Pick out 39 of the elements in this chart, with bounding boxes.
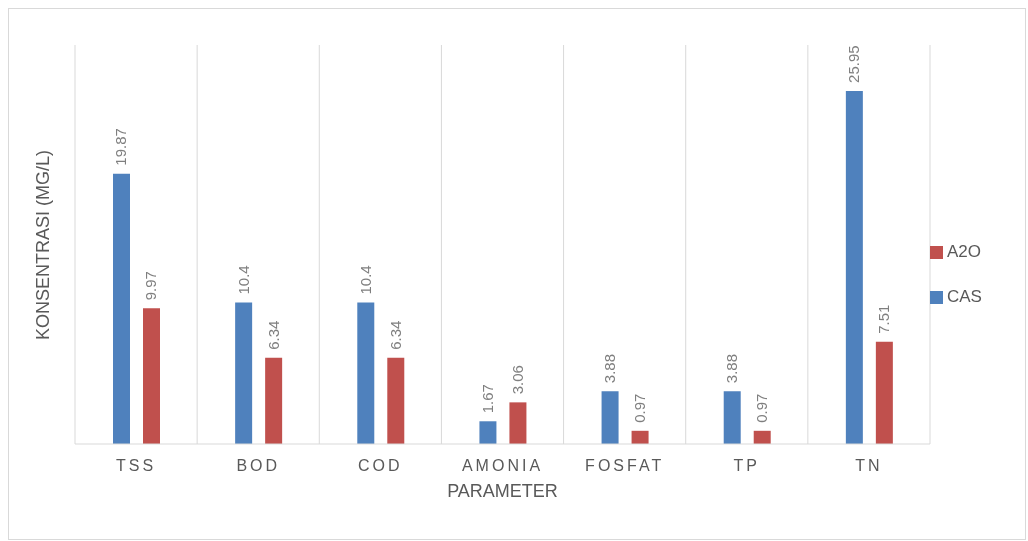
- x-tick-label: COD: [358, 457, 403, 475]
- bar: [357, 302, 375, 444]
- x-tick-label: TSS: [116, 457, 157, 475]
- data-label: 7.51: [875, 304, 893, 334]
- data-label: 10.4: [356, 265, 374, 295]
- bar: [753, 430, 771, 444]
- data-label: 0.97: [631, 393, 649, 423]
- bar: [723, 391, 741, 444]
- bar: [113, 173, 130, 444]
- bar: [479, 421, 497, 444]
- bar: [845, 90, 863, 444]
- data-label: 1.67: [478, 384, 496, 414]
- bar: [143, 308, 160, 444]
- legend-label: A2O: [947, 242, 982, 261]
- data-label: 10.4: [234, 265, 252, 295]
- x-axis-title: PARAMETER: [447, 481, 558, 501]
- data-label: 0.97: [753, 393, 771, 423]
- data-label: 6.34: [264, 320, 282, 350]
- x-tick-label: TP: [733, 457, 761, 475]
- bar: [601, 391, 619, 444]
- x-tick-label: AMONIA: [461, 457, 544, 475]
- data-label: 3.88: [723, 354, 741, 384]
- y-axis-title: KONSENTRASI (MG/L): [32, 149, 54, 341]
- bar: [509, 402, 527, 444]
- bar: [387, 357, 405, 444]
- data-label: 19.87: [112, 128, 130, 166]
- x-tick-label: FOSFAT: [585, 457, 665, 475]
- bar: [235, 302, 253, 444]
- bar: [265, 357, 283, 444]
- legend-label: CAS: [947, 287, 982, 306]
- data-label: 3.88: [601, 354, 619, 384]
- bar: [631, 430, 649, 444]
- x-tick-label: TN: [855, 457, 883, 475]
- bar: [875, 341, 893, 444]
- data-label: 6.34: [386, 320, 404, 350]
- data-label: 3.06: [508, 365, 526, 395]
- data-label: 25.95: [845, 45, 863, 83]
- data-label: 9.97: [142, 271, 160, 301]
- x-tick-label: BOD: [236, 457, 281, 475]
